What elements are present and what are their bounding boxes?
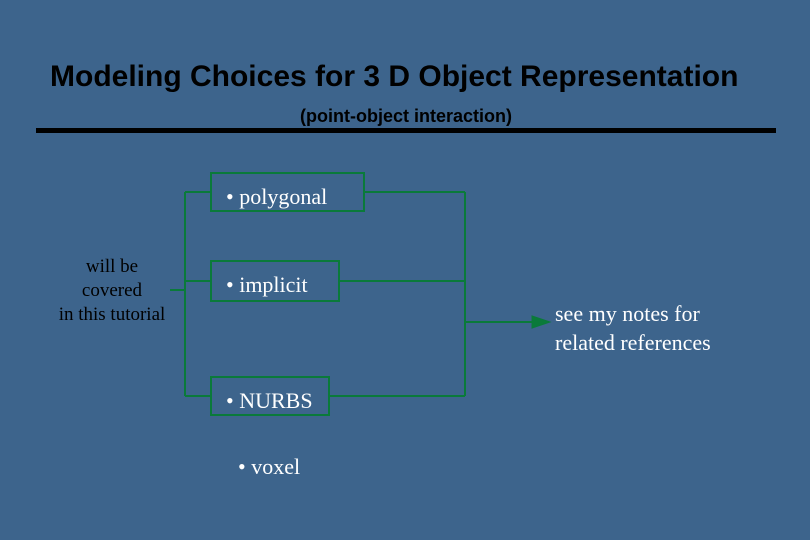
left-note-line1: will be [47,255,177,279]
slide-subtitle: (point-object interaction) [300,106,512,127]
voxel-label: • voxel [238,454,300,480]
right-note: see my notes for related references [555,300,711,357]
slide-title: Modeling Choices for 3 D Object Represen… [50,60,738,94]
box-implicit-label: • implicit [226,272,308,298]
left-note: will be covered in this tutorial [47,255,177,326]
left-note-line3: in this tutorial [47,303,177,327]
right-note-line1: see my notes for [555,300,711,329]
title-underline [36,128,776,133]
box-polygonal-label: • polygonal [226,184,327,210]
box-nurbs-label: • NURBS [226,388,313,414]
left-note-line2: covered [47,279,177,303]
right-note-line2: related references [555,329,711,358]
